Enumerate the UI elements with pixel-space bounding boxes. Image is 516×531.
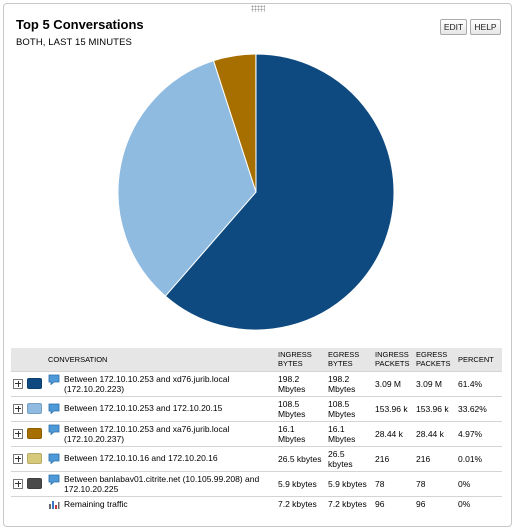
ingress-bytes-cell: 198.2 Mbytes xyxy=(276,370,326,396)
col-egress-packets[interactable]: EGRESS PACKETS xyxy=(414,348,456,371)
conversations-table: CONVERSATION INGRESS BYTES EGRESS BYTES … xyxy=(11,348,502,512)
conversation-label: Between 172.10.10.253 and xd76.jurib.loc… xyxy=(64,373,230,394)
chat-bubble-icon[interactable] xyxy=(48,374,60,385)
conversation-label: Between 172.10.10.253 and 172.10.20.15 xyxy=(64,403,223,413)
drag-handle[interactable] xyxy=(251,5,265,12)
egress-packets-cell: 96 xyxy=(414,495,456,512)
egress-packets-cell: 153.96 k xyxy=(414,395,456,421)
ingress-bytes-cell: 5.9 kbytes xyxy=(276,470,326,496)
egress-packets-cell: 28.44 k xyxy=(414,420,456,446)
expand-icon[interactable] xyxy=(13,378,23,389)
col-ingress-packets[interactable]: INGRESS PACKETS xyxy=(373,348,414,371)
remaining-traffic-label: Remaining traffic xyxy=(64,499,128,510)
ingress-bytes-cell: 26.5 kbytes xyxy=(276,445,326,471)
help-button[interactable]: HELP xyxy=(470,19,501,35)
ingress-packets-cell: 28.44 k xyxy=(373,420,414,446)
legend-swatch xyxy=(27,403,42,415)
egress-bytes-cell: 108.5 Mbytes xyxy=(326,395,373,421)
expand-icon[interactable] xyxy=(13,478,23,489)
table-header-row: CONVERSATION INGRESS BYTES EGRESS BYTES … xyxy=(11,348,502,371)
percent-cell: 0% xyxy=(456,495,502,512)
ingress-bytes-cell: 7.2 kbytes xyxy=(276,495,326,512)
ingress-packets-cell: 3.09 M xyxy=(373,370,414,396)
legend-swatch xyxy=(27,428,42,440)
percent-cell: 33.62% xyxy=(456,395,502,421)
chat-bubble-icon[interactable] xyxy=(48,403,60,414)
legend-swatch xyxy=(27,378,42,390)
legend-swatch xyxy=(27,453,42,465)
col-egress-bytes[interactable]: EGRESS BYTES xyxy=(326,348,373,371)
percent-cell: 4.97% xyxy=(456,420,502,446)
col-ingress-bytes[interactable]: INGRESS BYTES xyxy=(276,348,326,371)
pie-slice-2[interactable] xyxy=(117,60,257,297)
expand-icon[interactable] xyxy=(13,428,23,439)
percent-cell: 61.4% xyxy=(456,370,502,396)
legend-swatch xyxy=(27,478,42,490)
expand-icon[interactable] xyxy=(13,403,23,414)
percent-cell: 0% xyxy=(456,470,502,496)
ingress-bytes-cell: 16.1 Mbytes xyxy=(276,420,326,446)
egress-bytes-cell: 16.1 Mbytes xyxy=(326,420,373,446)
egress-packets-cell: 3.09 M xyxy=(414,370,456,396)
egress-packets-cell: 216 xyxy=(414,445,456,471)
ingress-packets-cell: 78 xyxy=(373,470,414,496)
ingress-packets-cell: 216 xyxy=(373,445,414,471)
table-row: Between banlabav01.citrite.net (10.105.9… xyxy=(11,470,502,496)
pie-slice-1[interactable] xyxy=(164,53,395,331)
edit-button[interactable]: EDIT xyxy=(440,19,467,35)
chat-bubble-icon[interactable] xyxy=(48,453,60,464)
egress-bytes-cell: 198.2 Mbytes xyxy=(326,370,373,396)
ingress-packets-cell: 153.96 k xyxy=(373,395,414,421)
egress-bytes-cell: 5.9 kbytes xyxy=(326,470,373,496)
conversation-label: Between 172.10.10.16 and 172.10.20.16 xyxy=(64,453,218,463)
chat-bubble-icon[interactable] xyxy=(48,474,60,485)
table-row-remaining: Remaining traffic 7.2 kbytes 7.2 kbytes … xyxy=(11,495,502,512)
ingress-bytes-cell: 108.5 Mbytes xyxy=(276,395,326,421)
table-row: Between 172.10.10.253 and 172.10.20.15 1… xyxy=(11,395,502,421)
egress-bytes-cell: 26.5 kbytes xyxy=(326,445,373,471)
ingress-packets-cell: 96 xyxy=(373,495,414,512)
conversation-label: Between banlabav01.citrite.net (10.105.9… xyxy=(64,473,260,494)
bar-chart-icon xyxy=(49,501,60,510)
col-percent[interactable]: PERCENT xyxy=(456,348,502,371)
egress-packets-cell: 78 xyxy=(414,470,456,496)
conversation-label: Between 172.10.10.253 and xa76.jurib.loc… xyxy=(64,423,230,444)
conversations-pie-chart xyxy=(117,53,395,331)
expand-icon[interactable] xyxy=(13,453,23,464)
col-conversation[interactable]: CONVERSATION xyxy=(46,348,276,371)
table-row: Between 172.10.10.253 and xd76.jurib.loc… xyxy=(11,370,502,396)
panel-subtitle: BOTH, LAST 15 MINUTES xyxy=(16,37,132,48)
egress-bytes-cell: 7.2 kbytes xyxy=(326,495,373,512)
chat-bubble-icon[interactable] xyxy=(48,424,60,435)
percent-cell: 0.01% xyxy=(456,445,502,471)
table-row: Between 172.10.10.16 and 172.10.20.16 26… xyxy=(11,445,502,471)
table-row: Between 172.10.10.253 and xa76.jurib.loc… xyxy=(11,420,502,446)
panel-title: Top 5 Conversations xyxy=(16,17,144,32)
